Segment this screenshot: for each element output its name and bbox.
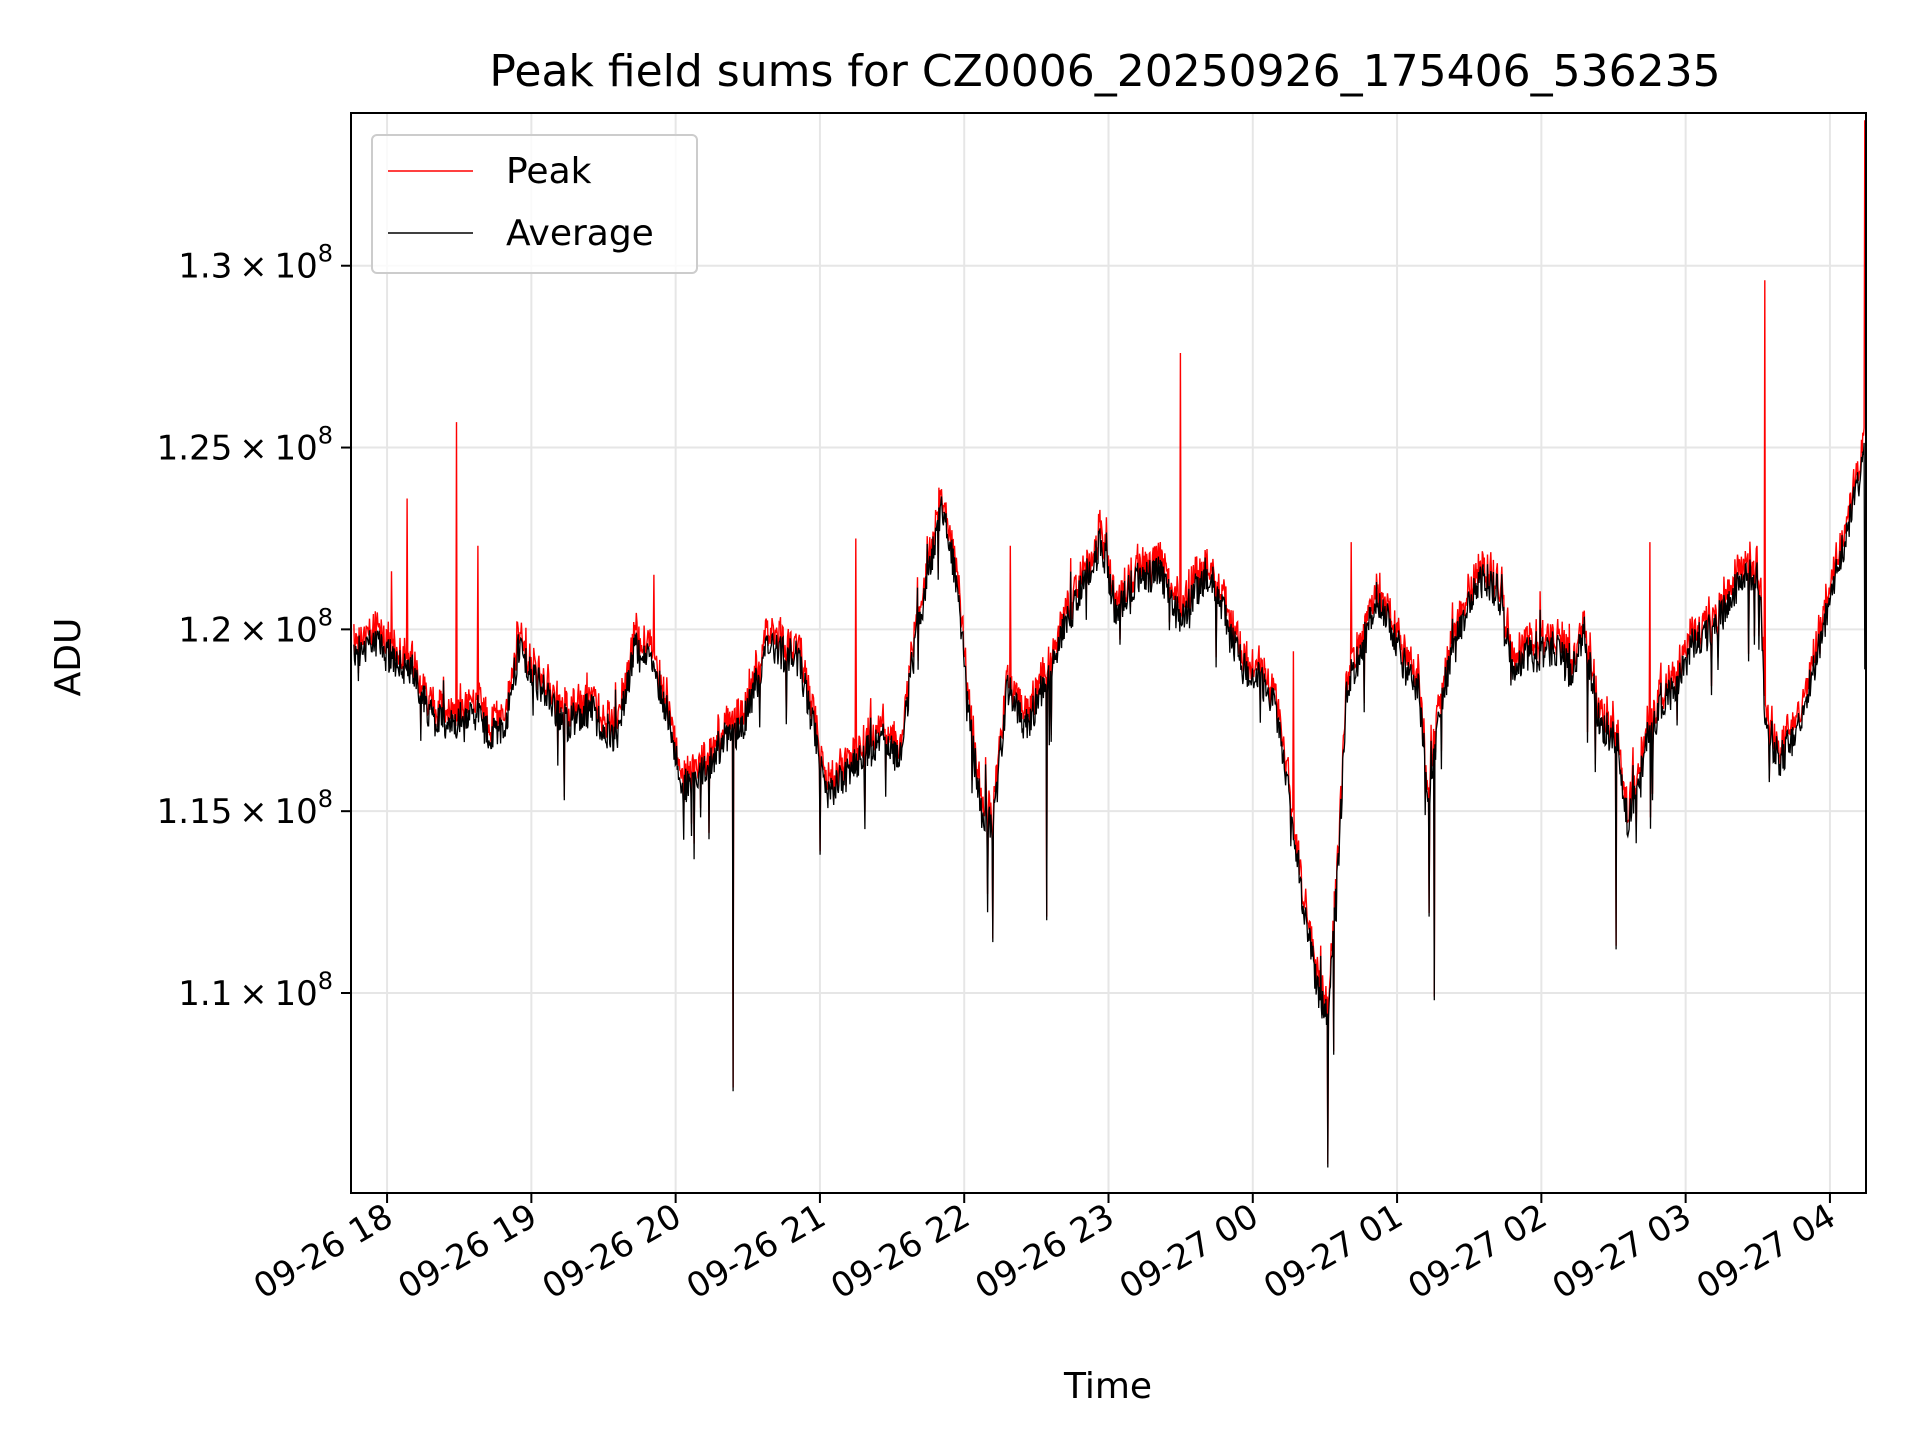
legend-box <box>371 134 698 274</box>
legend-label-peak: Peak <box>506 151 592 192</box>
x-tick-label: 09-27 04 <box>1690 1196 1842 1307</box>
x-tick-label: 09-27 01 <box>1257 1196 1409 1307</box>
series-line-peak <box>353 120 1866 1164</box>
y-tick-label: 1.1 × 108 <box>178 967 333 1014</box>
y-tick-label: 1.15 × 108 <box>157 785 333 832</box>
y-tick-label: 1.2 × 108 <box>178 603 333 650</box>
y-tick-label: 1.3 × 108 <box>178 240 333 287</box>
grid-lines <box>351 113 1866 1193</box>
x-tick-label: 09-26 22 <box>824 1196 976 1307</box>
chart-title: Peak field sums for CZ0006_20250926_1754… <box>489 46 1720 97</box>
x-tick-label: 09-26 18 <box>247 1196 399 1307</box>
legend: Peak Average <box>371 134 698 274</box>
y-axis-label: ADU <box>48 618 89 697</box>
legend-label-average: Average <box>506 213 654 254</box>
series-line-average <box>353 442 1866 1168</box>
x-tick-label: 09-26 21 <box>680 1196 832 1307</box>
x-tick-label: 09-27 03 <box>1546 1196 1698 1307</box>
x-tick-label: 09-26 23 <box>969 1196 1121 1307</box>
x-tick-label: 09-27 00 <box>1113 1196 1265 1307</box>
x-axis-label: Time <box>1063 1366 1152 1407</box>
x-tick-label: 09-26 19 <box>391 1196 543 1307</box>
x-tick-label: 09-27 02 <box>1401 1196 1553 1307</box>
y-tick-label: 1.25 × 108 <box>157 422 333 469</box>
y-axis: 1.1 × 108 1.15 × 108 1.2 × 108 1.25 × 108 1.… <box>157 240 351 1014</box>
x-tick-label: 09-26 20 <box>536 1196 688 1307</box>
plot-series <box>353 120 1866 1168</box>
